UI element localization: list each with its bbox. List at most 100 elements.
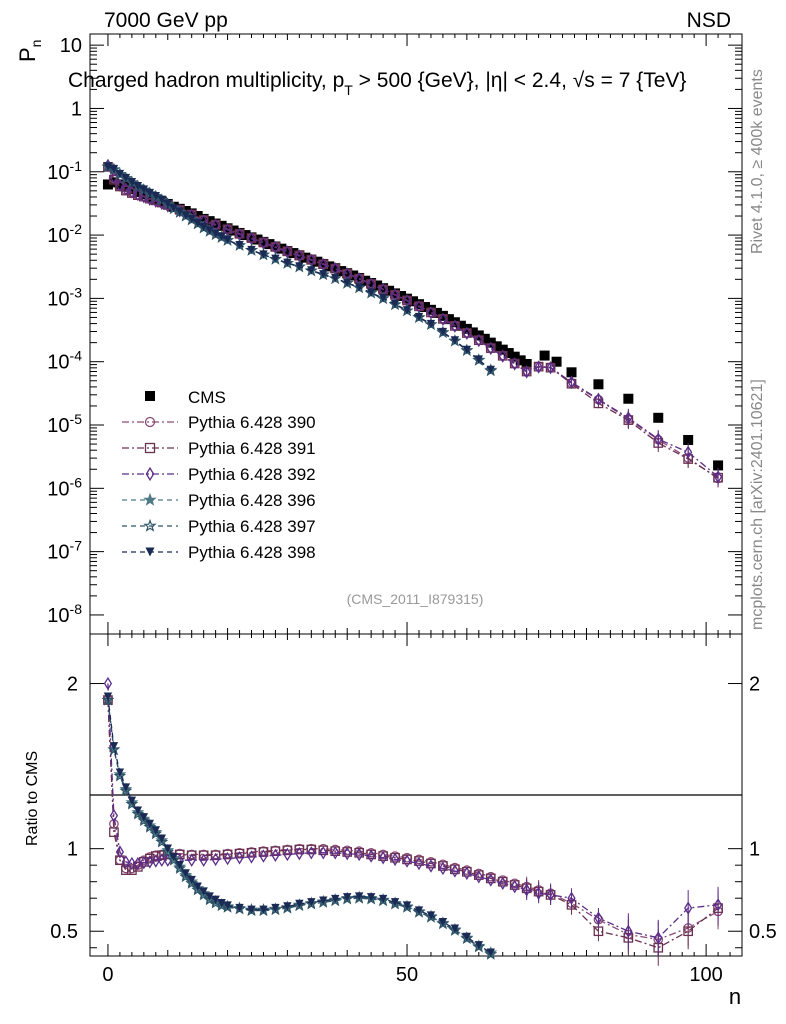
mc-ratio-point — [234, 848, 245, 859]
mc-data-point — [462, 326, 471, 341]
mc-ratio-point — [173, 861, 187, 875]
mc-ratio-point — [137, 813, 151, 827]
y-tick-label: 10-2 — [47, 221, 82, 247]
cms-data-point — [515, 355, 526, 366]
mc-ratio-point — [223, 901, 232, 910]
mc-ratio-point — [163, 844, 172, 853]
cms-data-point — [551, 356, 562, 367]
mc-ratio-point — [438, 861, 448, 876]
mc-ratio-point — [259, 905, 268, 914]
ratio-tick-label-right: 1 — [749, 839, 760, 861]
cms-data-point — [216, 220, 227, 231]
mc-ratio-point — [247, 905, 256, 914]
mc-ratio-point — [139, 813, 149, 822]
mc-ratio-point — [486, 948, 495, 957]
mc-ratio-point — [155, 835, 169, 848]
mc-ratio-point — [119, 783, 133, 797]
mc-ratio-point — [259, 849, 268, 863]
mc-data-point — [567, 375, 576, 389]
mc-data-point — [684, 445, 693, 459]
mc-ratio-point — [713, 898, 723, 912]
cms-data-point — [623, 393, 634, 404]
mc-ratio-point — [133, 856, 142, 871]
mc-data-point — [510, 357, 519, 371]
mc-ratio-point — [624, 924, 633, 938]
mc-ratio-point — [151, 826, 160, 835]
mc-data-point — [343, 278, 352, 288]
cms-data-point — [402, 293, 413, 304]
mc-ratio-point — [150, 851, 161, 861]
mc-ratio-point — [185, 876, 199, 889]
mc-ratio-point — [223, 851, 232, 866]
mc-ratio-point — [271, 848, 280, 862]
cms-data-point — [312, 256, 323, 267]
mc-data-point — [546, 360, 555, 375]
mc-data-point — [223, 235, 232, 245]
cms-data-point — [354, 272, 365, 283]
mc-data-point — [145, 188, 155, 198]
mc-ratio-point — [450, 924, 460, 933]
mc-data-point — [103, 162, 113, 171]
mc-ratio-point — [161, 845, 175, 858]
mc-data-point — [133, 187, 142, 202]
mc-ratio-point — [343, 893, 352, 902]
cms-data-point — [384, 285, 395, 296]
mc-ratio-point — [109, 742, 119, 751]
mc-data-point — [235, 241, 244, 250]
mc-ratio-point — [125, 797, 139, 810]
x-axis-label: n — [729, 984, 741, 1009]
cms-data-point — [479, 333, 490, 344]
cms-data-point — [431, 307, 442, 318]
mc-data-point — [127, 185, 136, 199]
mc-data-point — [115, 169, 125, 179]
cms-data-point — [198, 213, 209, 224]
mc-data-point — [187, 214, 196, 224]
mc-ratio-point — [450, 864, 460, 878]
analysis-label: (CMS_2011_I879315) — [347, 591, 484, 607]
y-axis-label: Pn — [15, 40, 44, 62]
mc-ratio-point — [199, 887, 208, 896]
mc-data-point — [594, 392, 603, 406]
mc-ratio-point — [115, 768, 125, 777]
legend-marker — [143, 518, 157, 532]
mc-data-point — [450, 319, 460, 333]
cms-data-point — [491, 341, 502, 352]
x-tick-label: 100 — [689, 964, 722, 986]
y-tick-label: 10 — [60, 35, 82, 57]
mc-ratio-point — [295, 846, 304, 861]
mc-ratio-point — [205, 892, 214, 901]
y-tick-label: 10-8 — [47, 601, 82, 627]
mc-ratio-point — [235, 851, 244, 865]
ratio-tick-label: 1 — [67, 839, 78, 861]
mc-data-point — [354, 283, 364, 292]
mc-ratio-point — [145, 855, 154, 869]
series-ratio-line — [107, 683, 719, 939]
mc-ratio-point — [127, 865, 137, 875]
series-main-5 — [103, 162, 495, 375]
mc-data-point — [414, 312, 424, 322]
mc-data-point — [139, 185, 149, 194]
mc-ratio-point — [355, 847, 364, 862]
cms-data-point — [210, 218, 221, 229]
mc-data-point — [259, 250, 268, 259]
cms-data-point — [114, 179, 125, 190]
mc-ratio-point — [474, 941, 484, 950]
mc-data-point — [283, 258, 292, 268]
mc-data-point — [295, 262, 304, 271]
mc-data-point — [378, 293, 388, 303]
rivet-version-label: Rivet 4.1.0, ≥ 400k events — [749, 69, 766, 254]
mc-ratio-point — [498, 876, 507, 891]
mc-data-point — [390, 299, 400, 309]
mc-data-point — [193, 219, 202, 228]
mc-main-layer — [101, 158, 723, 488]
mc-ratio-point — [167, 853, 181, 866]
x-tick-label: 50 — [396, 964, 418, 986]
mc-data-point — [438, 312, 448, 327]
mc-ratio-point — [121, 783, 131, 792]
ratio-y-axis-label: Ratio to CMS — [24, 751, 41, 846]
mc-ratio-point — [149, 827, 163, 840]
cms-data-point — [425, 304, 436, 315]
mc-ratio-point — [654, 931, 663, 945]
mc-ratio-point — [294, 844, 305, 855]
